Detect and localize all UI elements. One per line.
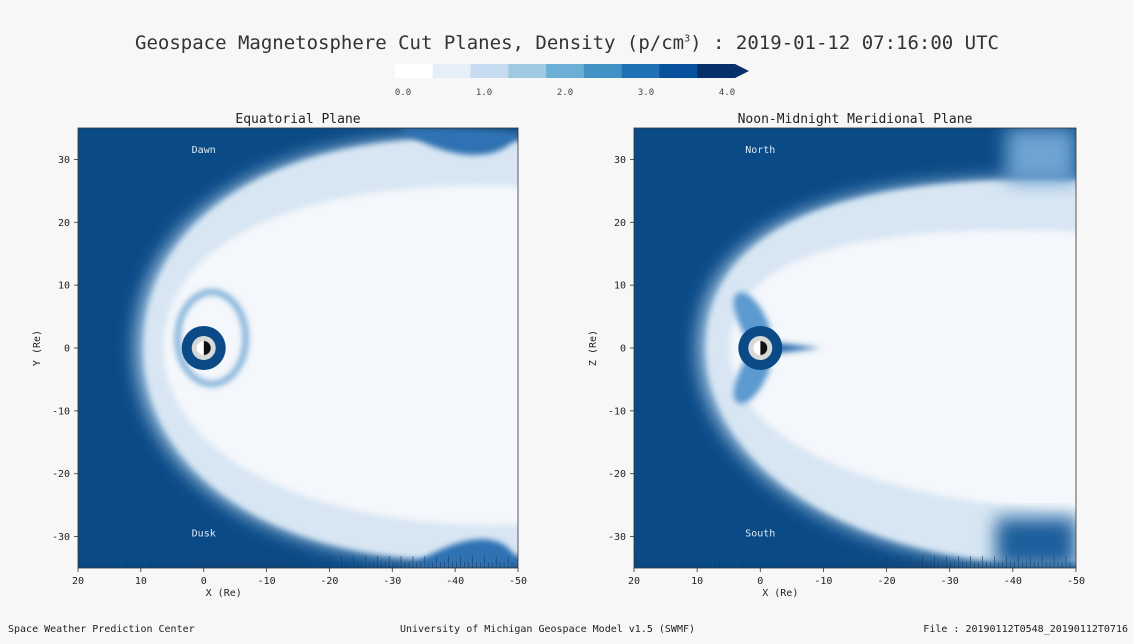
plasmasphere-ring: [174, 289, 249, 387]
x-axis-label: X (Re): [206, 588, 242, 599]
plasma-sheet: [770, 342, 821, 354]
panel-title: Noon-Midnight Meridional Plane: [738, 112, 973, 127]
x-tick-label: 0: [201, 576, 207, 587]
density-field: [78, 128, 518, 568]
region-annotation: Dusk: [192, 529, 216, 540]
region-annotation: South: [745, 529, 775, 540]
colorbar-tick-label: 0.0: [395, 88, 411, 98]
y-tick-label: -30: [608, 532, 626, 543]
minor-ticks: [635, 556, 1071, 568]
north-lobe-edge: [1006, 128, 1076, 183]
colorbar-segment: [546, 64, 585, 78]
colorbar-ticks: 0.0 1.0 2.0 3.0 4.0: [395, 88, 735, 98]
colorbar-extend-arrow: [735, 64, 749, 78]
y-tick-label: -20: [52, 469, 70, 480]
title-superscript: 3: [684, 33, 691, 45]
x-tick-label: -30: [383, 576, 401, 587]
panel-title: Equatorial Plane: [235, 112, 360, 127]
colorbar-segment: [697, 64, 736, 78]
y-tick-label: -10: [608, 406, 626, 417]
x-tick-label: 0: [757, 576, 763, 587]
colorbar-segment: [470, 64, 509, 78]
south-lobe-edge: [996, 518, 1076, 568]
region-annotation: Dawn: [192, 145, 216, 156]
magnetotail: [163, 185, 518, 526]
title-suffix: ) : 2019-01-12 07:16:00 UTC: [690, 32, 999, 54]
density-field: [634, 128, 1076, 568]
x-tick-label: 20: [72, 576, 84, 587]
x-axis-label: X (Re): [762, 588, 798, 599]
equatorial-plane-panel: Equatorial Plane 20 10 0 -10 -20 -30 -40 -50 30 20…: [32, 112, 527, 599]
y-tick-label: -10: [52, 406, 70, 417]
x-tick-label: -50: [1067, 576, 1085, 587]
y-tick-label: 20: [58, 218, 70, 229]
y-tick-label: 30: [58, 155, 70, 166]
colorbar: 0.0 1.0 2.0 3.0 4.0: [395, 64, 749, 98]
y-axis-label: Z (Re): [588, 330, 599, 366]
minor-ticks: [79, 556, 513, 568]
y-tick-label: 0: [620, 344, 626, 355]
dusk-flank-enhancement: [408, 539, 518, 568]
plots: Equatorial Plane 20 10 0 -10 -20 -30 -40 -50 30 20…: [32, 112, 1085, 599]
footer-right: File : 20190112T0548_20190112T0716: [923, 624, 1128, 635]
colorbar-segments: [395, 64, 749, 78]
y-tick-label: 20: [614, 218, 626, 229]
colorbar-segment: [659, 64, 698, 78]
page-title: Geospace Magnetosphere Cut Planes, Densi…: [0, 32, 1134, 54]
footer-left: Space Weather Prediction Center: [8, 624, 195, 635]
region-annotation: North: [745, 145, 775, 156]
colorbar-tick-label: 3.0: [638, 88, 654, 98]
earth-night-side: [760, 341, 768, 355]
x-tick-label: -10: [814, 576, 832, 587]
colorbar-tick-label: 1.0: [476, 88, 492, 98]
meridional-plane-panel: Noon-Midnight Meridional Plane 20 10 0 -10 -2…: [588, 112, 1085, 599]
colorbar-tick-label: 2.0: [557, 88, 573, 98]
x-tick-label: -20: [878, 576, 896, 587]
colorbar-segment: [583, 64, 623, 78]
colorbar-segment: [508, 64, 547, 78]
x-tick-label: -10: [258, 576, 276, 587]
x-tick-label: 10: [691, 576, 703, 587]
x-tick-label: 10: [135, 576, 147, 587]
y-tick-label: -30: [52, 532, 70, 543]
x-tick-label: -30: [941, 576, 959, 587]
colorbar-segment: [395, 64, 434, 78]
title-main: Geospace Magnetosphere Cut Planes, Densi…: [135, 32, 685, 54]
magnetotail: [730, 230, 1076, 512]
y-tick-label: 10: [58, 281, 70, 292]
x-tick-label: -20: [320, 576, 338, 587]
colorbar-segment: [432, 64, 472, 78]
y-tick-label: 30: [614, 155, 626, 166]
x-tick-label: -40: [1004, 576, 1022, 587]
x-tick-label: 20: [628, 576, 640, 587]
y-tick-label: 0: [64, 344, 70, 355]
colorbar-segment: [621, 64, 660, 78]
y-tick-label: 10: [614, 281, 626, 292]
colorbar-tick-label: 4.0: [719, 88, 735, 98]
earth-day-side: [753, 341, 761, 355]
y-tick-label: -20: [608, 469, 626, 480]
dawn-flank-enhancement: [398, 128, 518, 155]
footer-center: University of Michigan Geospace Model v1…: [400, 624, 696, 635]
x-tick-label: -40: [446, 576, 464, 587]
earth-day-side: [196, 341, 204, 355]
x-tick-label: -50: [509, 576, 527, 587]
y-axis-label: Y (Re): [32, 330, 43, 366]
earth-night-side: [203, 341, 211, 355]
